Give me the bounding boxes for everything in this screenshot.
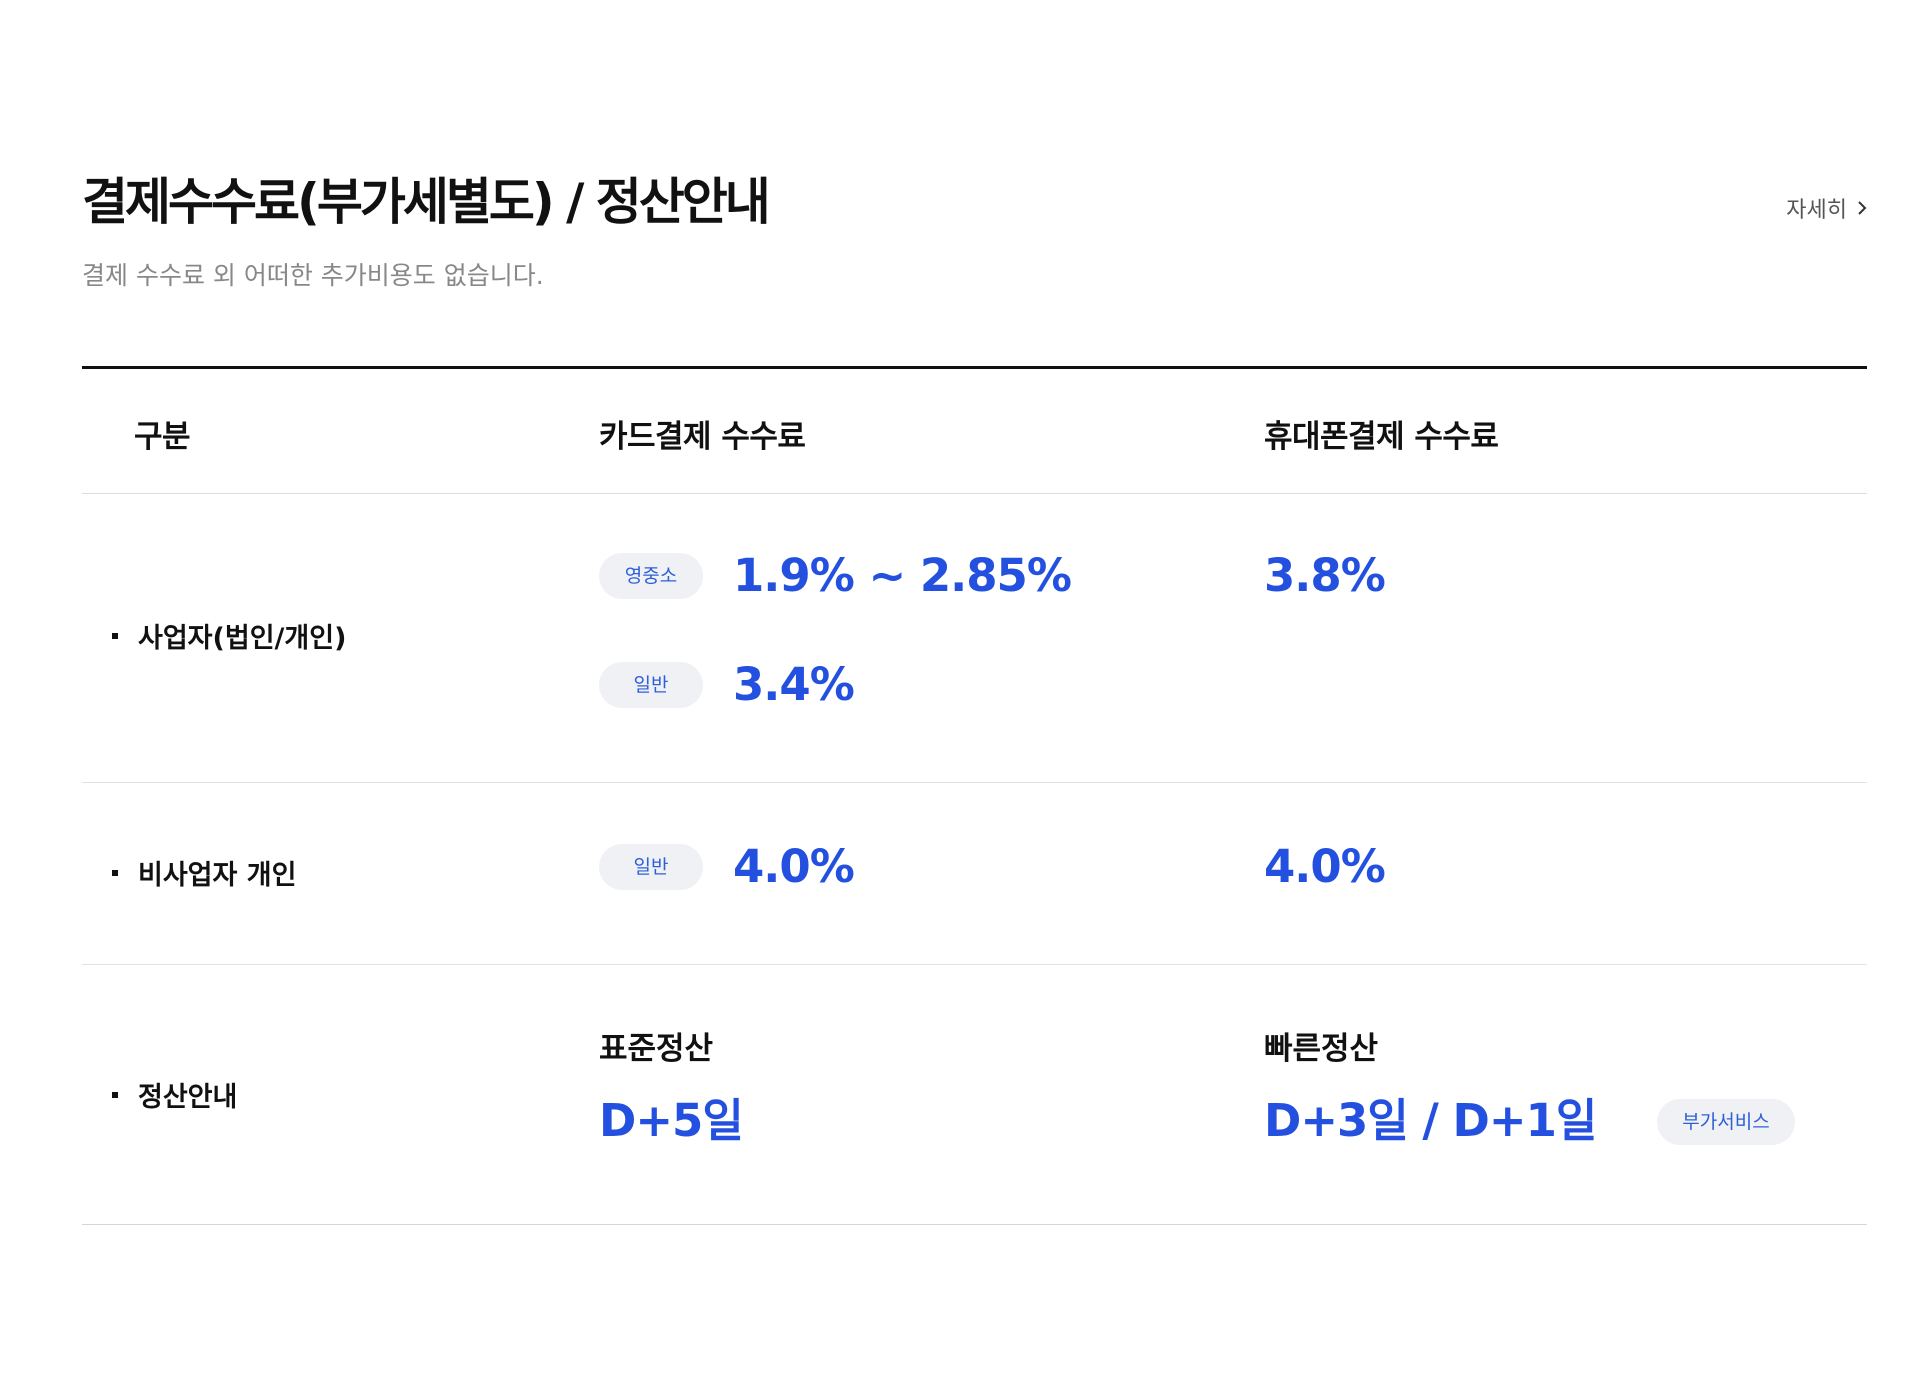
addon-service-badge: 부가서비스 bbox=[1657, 1099, 1795, 1145]
mobile-rate-nonbusiness: 4.0% bbox=[1264, 840, 1386, 893]
standard-settlement-value: D+5일 bbox=[599, 1094, 744, 1147]
card-rate-line-general: 일반 3.4% bbox=[599, 655, 855, 715]
row-label-nonbusiness: 비사업자 개인 bbox=[112, 853, 296, 892]
mobile-rate-business-line: 3.8% bbox=[1264, 546, 1386, 606]
row-label-business: 사업자(법인/개인) bbox=[112, 616, 346, 655]
card-rate-general: 3.4% bbox=[733, 658, 855, 711]
mobile-rate-business: 3.8% bbox=[1264, 549, 1386, 602]
section-header: 결제수수료(부가세별도) / 정산안내 결제 수수료 외 어떠한 추가비용도 없… bbox=[82, 0, 1867, 300]
badge-general: 일반 bbox=[599, 844, 703, 890]
fee-table: 구분 카드결제 수수료 휴대폰결제 수수료 사업자(법인/개인) 영중소 1.9… bbox=[82, 366, 1867, 1225]
fast-settlement-value: D+3일 / D+1일 bbox=[1264, 1094, 1597, 1147]
page-subtitle: 결제 수수료 외 어떠한 추가비용도 없습니다. bbox=[82, 261, 544, 290]
column-header-card-fee: 카드결제 수수료 bbox=[599, 419, 806, 455]
fee-section: 결제수수료(부가세별도) / 정산안내 결제 수수료 외 어떠한 추가비용도 없… bbox=[82, 0, 1867, 1225]
column-header-category: 구분 bbox=[134, 419, 191, 455]
chevron-right-icon bbox=[1857, 200, 1867, 216]
square-bullet-icon bbox=[112, 632, 118, 639]
row-label-text: 사업자(법인/개인) bbox=[138, 623, 347, 654]
more-link[interactable]: 자세히 bbox=[1786, 192, 1867, 224]
table-header-row: 구분 카드결제 수수료 휴대폰결제 수수료 bbox=[82, 366, 1867, 494]
page-title: 결제수수료(부가세별도) / 정산안내 bbox=[82, 173, 771, 231]
badge-smb: 영중소 bbox=[599, 553, 703, 599]
table-row-nonbusiness: 비사업자 개인 일반 4.0% 4.0% bbox=[82, 783, 1867, 965]
badge-general: 일반 bbox=[599, 662, 703, 708]
row-label-settlement: 정산안내 bbox=[112, 1075, 237, 1114]
card-rate-smb: 1.9% ~ 2.85% bbox=[733, 549, 1072, 602]
table-row-business: 사업자(법인/개인) 영중소 1.9% ~ 2.85% 일반 3.4% 3.8% bbox=[82, 494, 1867, 783]
square-bullet-icon bbox=[112, 869, 118, 876]
table-row-settlement: 정산안내 표준정산 D+5일 빠른정산 D+3일 / D+1일 부가서비스 bbox=[82, 965, 1867, 1225]
card-rate-line-smb: 영중소 1.9% ~ 2.85% bbox=[599, 546, 1072, 606]
card-rate-nonbusiness: 4.0% bbox=[733, 840, 855, 893]
row-label-text: 비사업자 개인 bbox=[138, 860, 297, 891]
row-label-text: 정산안내 bbox=[138, 1082, 238, 1113]
standard-settlement-title: 표준정산 bbox=[599, 1031, 714, 1067]
fast-settlement-title: 빠른정산 bbox=[1264, 1031, 1379, 1067]
card-rate-line-nonbusiness: 일반 4.0% bbox=[599, 837, 855, 897]
square-bullet-icon bbox=[112, 1091, 118, 1098]
column-header-mobile-fee: 휴대폰결제 수수료 bbox=[1264, 419, 1499, 455]
mobile-rate-nonbusiness-line: 4.0% bbox=[1264, 837, 1386, 897]
more-link-label: 자세히 bbox=[1786, 198, 1847, 223]
